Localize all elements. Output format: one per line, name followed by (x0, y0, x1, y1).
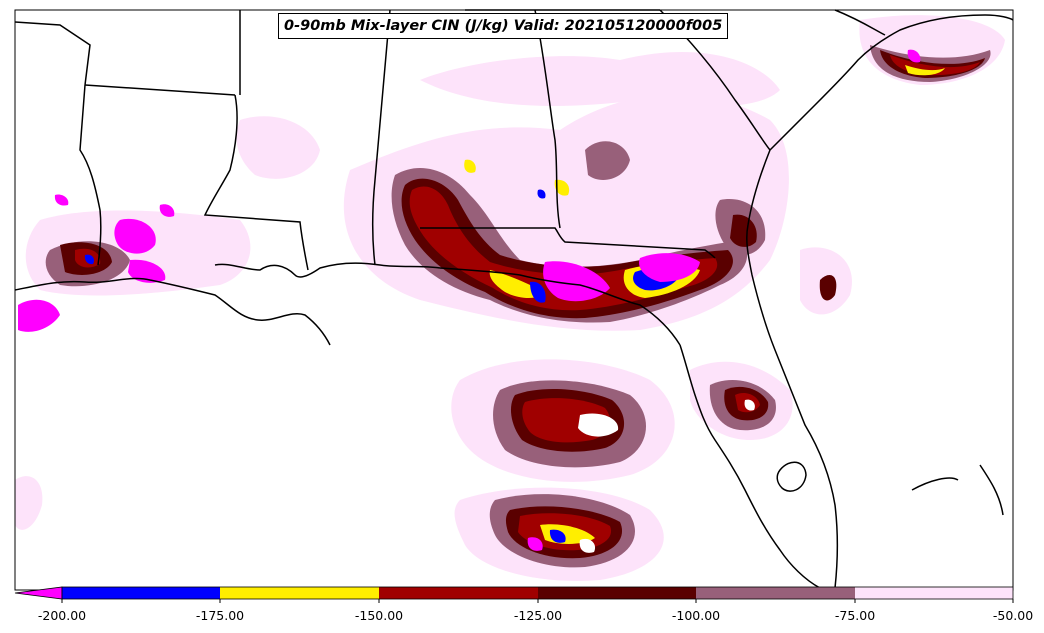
colorbar-tick-label: -200.00 (37, 608, 87, 623)
colorbar-bin-2 (220, 587, 379, 599)
colorbar-tick-label: -175.00 (195, 608, 245, 623)
colorbar-bin-6 (855, 587, 1013, 599)
border-al-ga (534, 9, 561, 229)
colorbar-ticks (61, 599, 1014, 603)
field-magenta (18, 49, 921, 551)
colorbar-tick-label: -100.00 (671, 608, 721, 623)
colorbar (14, 586, 1014, 603)
lake-okeechobee (776, 461, 807, 492)
border-ms-al (372, 9, 391, 266)
bahamas (911, 464, 1004, 516)
field-holes (578, 399, 755, 553)
coastline-gulf-west (14, 277, 331, 346)
border-ar-la (84, 84, 236, 96)
colorbar-tick-label: -50.00 (992, 608, 1034, 623)
border-ok-tx (14, 21, 91, 86)
border-nc-sc (834, 9, 886, 36)
colorbar-tick-label: -75.00 (834, 608, 876, 623)
colorbar-bin-5 (696, 587, 855, 599)
colorbar-tick-label: -125.00 (513, 608, 563, 623)
coastline-atlantic (769, 14, 1014, 151)
colorbar-tick-label: -150.00 (354, 608, 404, 623)
border-al-fl (420, 227, 716, 259)
border-tx-la (79, 84, 102, 266)
coastline-gulf-central (439, 267, 681, 346)
coastline-louisiana (214, 262, 441, 278)
colorbar-bin-3 (379, 587, 538, 599)
colorbar-bin-4 (538, 587, 696, 599)
map-title: 0-90mb Mix-layer CIN (J/kg) Valid: 20210… (278, 13, 729, 39)
coastline-florida-east (746, 149, 838, 589)
coastline-florida-west (679, 344, 821, 589)
border-ms-river (203, 94, 309, 271)
colorbar-bin-1 (62, 587, 220, 599)
cin-fields (15, 15, 1005, 581)
